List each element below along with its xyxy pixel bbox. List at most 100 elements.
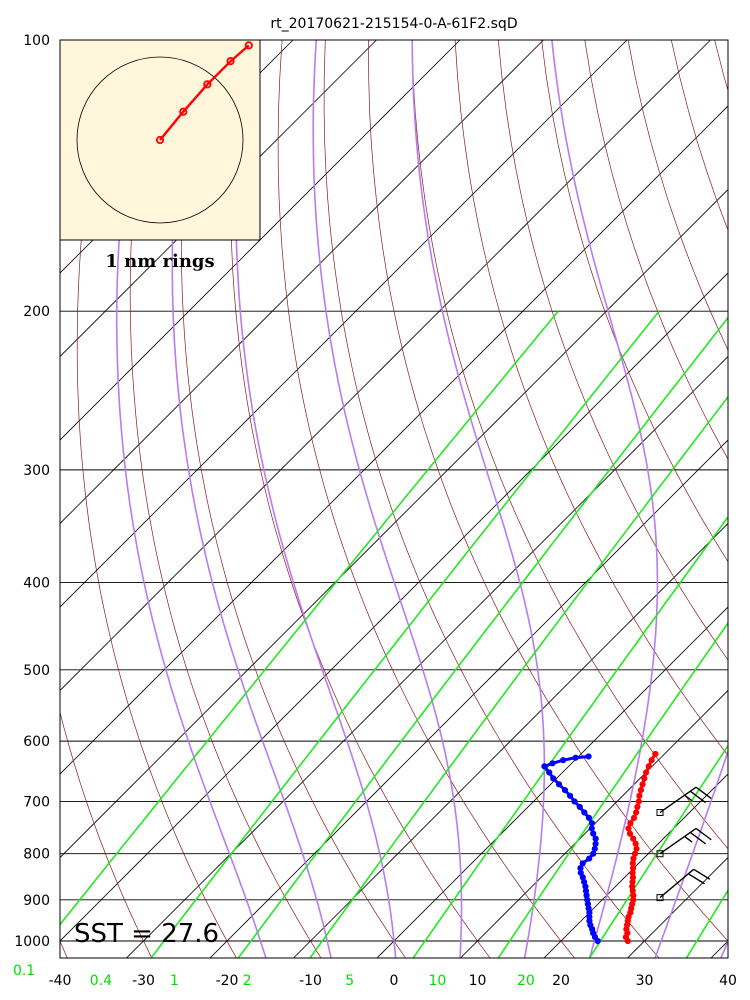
isotherm	[60, 188, 728, 859]
mixing-ratio-line	[60, 310, 559, 926]
dry-adiabat	[60, 940, 68, 958]
dry-adiabat	[497, 40, 728, 661]
dewpoint-point	[592, 835, 599, 842]
temperature-point	[626, 830, 634, 837]
mixing-ratio-line	[237, 316, 728, 958]
temperature-point	[637, 786, 645, 794]
dewpoint-point	[585, 753, 592, 760]
dry-adiabat	[76, 40, 237, 958]
hodograph-point	[244, 41, 253, 50]
isotherm	[376, 606, 728, 958]
dry-adiabat	[584, 40, 728, 460]
mixing-ratio-line	[685, 888, 728, 958]
pressure-tick-label: 900	[23, 893, 50, 909]
temperature-point	[630, 835, 637, 842]
temperature-point	[634, 803, 641, 811]
temperature-point	[631, 850, 639, 857]
isotherm	[209, 439, 728, 958]
temperature-tick-label: 20	[552, 973, 570, 989]
moist-adiabat	[654, 749, 728, 958]
dewpoint-point	[572, 754, 579, 761]
hodograph-point	[226, 57, 235, 66]
temperature-tick-label: -20	[216, 973, 239, 989]
dry-adiabat	[670, 40, 728, 231]
wind-barb-station	[656, 809, 664, 816]
wind-barb-flag	[687, 873, 705, 885]
mixing-ratio-line	[588, 744, 728, 958]
wind-barb-flag	[695, 786, 712, 800]
dewpoint-point	[549, 760, 556, 767]
dry-adiabat	[454, 40, 728, 756]
dewpoint-point	[586, 855, 593, 862]
dewpoint-point	[560, 757, 567, 764]
dewpoint-point	[576, 803, 583, 811]
pressure-tick-label: 300	[23, 463, 50, 479]
mixing-ratio-tick-label: 2	[243, 973, 252, 989]
wind-barb-flag	[684, 835, 693, 843]
temperature-point	[645, 763, 652, 770]
wind-barb-flag	[689, 790, 706, 804]
wind-barb-flag	[695, 827, 712, 841]
dry-adiabat	[541, 40, 728, 563]
isotherm	[60, 272, 728, 942]
dry-adiabat	[627, 40, 728, 351]
isotherm	[60, 40, 628, 608]
mixing-ratio-tick-label: 1	[170, 973, 179, 989]
isotherm	[710, 940, 728, 958]
sounding-profiles	[541, 750, 659, 945]
temperature-point	[636, 792, 643, 799]
isotherm	[0, 40, 43, 960]
wind-barb-staff	[659, 786, 697, 814]
hodograph: 1 nm rings	[59, 39, 261, 272]
isotherm	[60, 40, 544, 525]
mixing-ratio-line	[150, 310, 660, 958]
dewpoint-point	[550, 775, 557, 782]
dewpoint-point	[541, 763, 548, 770]
hodograph-label: 1 nm rings	[105, 251, 214, 272]
dry-adiabat	[230, 40, 491, 958]
dewpoint-point	[590, 830, 597, 837]
pressure-tick-label: 600	[23, 734, 50, 750]
dewpoint-point	[591, 845, 598, 852]
mixing-ratio-tick-label: 10	[429, 973, 447, 989]
wind-barb-flag	[684, 794, 693, 802]
dewpoint-point	[561, 786, 569, 794]
dewpoint-point	[588, 825, 595, 832]
temperature-tick-label: -40	[49, 973, 72, 989]
dry-adiabat	[411, 40, 728, 850]
hodograph-point	[203, 80, 212, 89]
dry-adiabat	[368, 40, 728, 942]
temperature-tick-label: -10	[299, 973, 322, 989]
pressure-tick-label: 100	[23, 33, 50, 49]
hodograph-trace	[159, 44, 250, 141]
chart-title: rt_20170621-215154-0-A-61F2.sqD	[270, 16, 517, 32]
temperature-point	[652, 750, 659, 758]
temperature-point	[648, 757, 655, 764]
dewpoint-point	[555, 781, 563, 788]
isotherm	[60, 40, 711, 692]
moist-adiabat	[312, 40, 463, 958]
dewpoint-point	[585, 814, 593, 821]
sst-label: SST = 27.6	[74, 919, 219, 949]
moist-adiabat	[235, 40, 397, 958]
mixing-ratio-tick-label: 5	[345, 973, 354, 989]
mixing-ratio-line	[497, 621, 728, 958]
pressure-tick-label: 200	[23, 304, 50, 320]
dry-adiabat	[60, 40, 153, 958]
pressure-tick-label: 400	[23, 575, 50, 591]
pressure-tick-label: 1000	[14, 934, 50, 950]
dewpoint-point	[579, 860, 586, 867]
isotherm	[60, 105, 728, 775]
dewpoint-point	[546, 769, 553, 776]
mixing-ratio-tick-label: 20	[517, 973, 535, 989]
wind-barb-staff	[659, 827, 697, 855]
temperature-point	[632, 840, 639, 847]
mixing-ratio-tick-label: 0.4	[90, 973, 112, 989]
dry-adiabat	[180, 40, 406, 958]
temperature-point	[625, 825, 632, 832]
temperature-point	[630, 814, 638, 821]
dewpoint-point	[588, 820, 596, 827]
moist-adiabat	[411, 40, 546, 958]
